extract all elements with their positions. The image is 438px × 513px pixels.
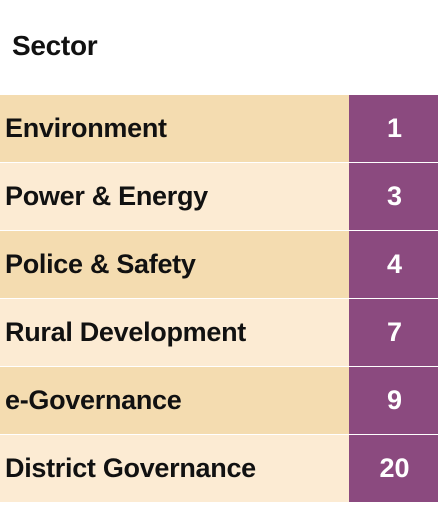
sector-count: 4 [349,231,438,298]
table-row: Rural Development 7 [0,299,438,367]
sector-count: 1 [349,95,438,162]
table-row: e-Governance 9 [0,367,438,435]
sector-table: Environment 1 Power & Energy 3 Police & … [0,95,438,502]
sector-count: 20 [349,435,438,502]
sector-name: Environment [0,95,349,162]
sector-count: 3 [349,163,438,230]
sector-name: District Governance [0,435,349,502]
table-row: Police & Safety 4 [0,231,438,299]
sector-name: e-Governance [0,367,349,434]
sector-name: Rural Development [0,299,349,366]
table-row: Environment 1 [0,95,438,163]
sector-count: 7 [349,299,438,366]
table-row: Power & Energy 3 [0,163,438,231]
table-row: District Governance 20 [0,435,438,502]
sector-name: Police & Safety [0,231,349,298]
sector-name: Power & Energy [0,163,349,230]
sector-count: 9 [349,367,438,434]
sector-header: Sector [12,30,98,61]
